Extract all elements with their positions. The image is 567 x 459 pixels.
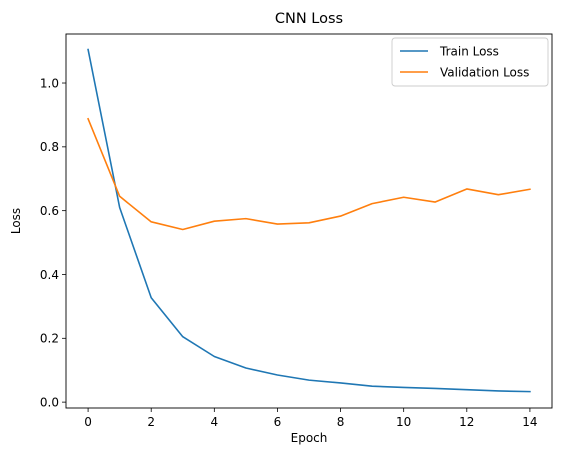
y-axis-ticks: 0.0 0.2 0.4 0.6 0.8 1.0 — [40, 76, 66, 409]
chart-title: CNN Loss — [275, 11, 343, 27]
plot-frame — [65, 33, 553, 409]
y-axis-label: Loss — [9, 208, 23, 234]
y-tick-label: 0.8 — [40, 140, 59, 154]
y-tick-label: 0.2 — [40, 332, 59, 346]
x-tick-label: 6 — [274, 415, 282, 429]
x-tick-label: 4 — [211, 415, 219, 429]
legend-label-train-loss: Train Loss — [439, 45, 499, 59]
x-tick-label: 10 — [396, 415, 411, 429]
legend-box — [391, 37, 549, 87]
x-tick-label: 14 — [522, 415, 537, 429]
series-line-validation-loss — [87, 117, 531, 231]
y-tick-label: 0.0 — [40, 395, 59, 409]
y-tick-label: 0.4 — [40, 268, 59, 282]
x-tick-label: 8 — [337, 415, 345, 429]
y-tick-label: 0.6 — [40, 204, 59, 218]
y-tick-label: 1.0 — [40, 76, 59, 90]
series-line-train-loss — [87, 48, 531, 393]
x-axis-label: Epoch — [291, 431, 328, 445]
legend: Train Loss Validation Loss — [391, 37, 549, 87]
x-axis-ticks: 0 2 4 6 8 10 12 14 — [84, 408, 538, 429]
x-tick-label: 2 — [147, 415, 155, 429]
series-layer — [87, 48, 531, 393]
legend-label-validation-loss: Validation Loss — [440, 66, 529, 80]
x-tick-label: 0 — [84, 415, 92, 429]
x-tick-label: 12 — [459, 415, 474, 429]
